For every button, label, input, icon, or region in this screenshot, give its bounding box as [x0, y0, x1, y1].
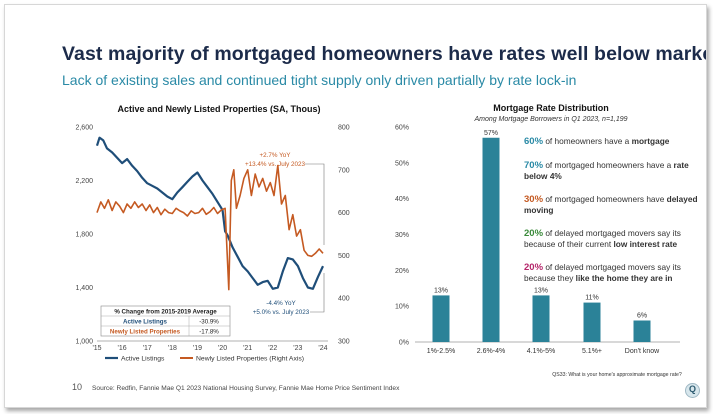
stat-percent: 20% — [524, 261, 544, 273]
x-tick-label: '22 — [268, 345, 277, 352]
y-right-tick-label: 400 — [338, 296, 350, 303]
stat-text: of delayed mortgaged movers say its beca… — [524, 261, 681, 284]
stat-emphasis: rate below 4% — [524, 159, 689, 182]
change-table-header: % Change from 2015-2019 Average — [114, 309, 217, 316]
stat-text: of mortgaged homeowners have a — [543, 159, 674, 170]
x-tick-label: '17 — [143, 345, 152, 352]
stat-item: 30% of mortgaged homeowners have delayed… — [524, 193, 706, 216]
change-table-row-value: -30.9% — [199, 319, 219, 326]
stat-percent: 70% — [524, 159, 544, 171]
stat-emphasis: mortgage — [631, 136, 670, 146]
x-tick-label: '20 — [218, 345, 227, 352]
slide-subtitle: Lack of existing sales and continued tig… — [62, 72, 577, 88]
stat-percent: 30% — [524, 193, 544, 205]
stat-text: of delayed mortgaged movers say its beca… — [524, 227, 681, 250]
source-note: Source: Redfin, Fannie Mae Q1 2023 Natio… — [92, 385, 400, 392]
slide-title: Vast majority of mortgaged homeowners ha… — [62, 43, 707, 65]
stat-emphasis: low interest rate — [613, 239, 678, 249]
x-tick-label: '21 — [243, 345, 252, 352]
x-tick-label: '16 — [118, 345, 127, 352]
stat-text: of mortgaged homeowners have — [543, 193, 667, 204]
line-chart-title: Active and Newly Listed Properties (SA, … — [117, 104, 320, 114]
y-right-tick-label: 600 — [338, 210, 350, 217]
y-right-tick-label: 700 — [338, 167, 350, 174]
stat-emphasis: like the home they are in — [575, 273, 673, 283]
x-tick-label: '19 — [193, 345, 202, 352]
slide: Vast majority of mortgaged homeowners ha… — [4, 4, 707, 408]
series-line — [96, 164, 324, 291]
annotation-leader — [305, 163, 325, 245]
footnote-mark: 10 — [72, 382, 83, 392]
change-table-row-label: Active Listings — [123, 319, 168, 326]
x-tick-label: '15 — [92, 345, 101, 352]
annotation-label: +5.0% vs. July 2023 — [253, 309, 310, 316]
listings-line-chart: Active and Newly Listed Properties (SA, … — [75, 104, 350, 363]
y-right-tick-label: 500 — [338, 253, 350, 260]
legend-label: Active Listings — [121, 356, 165, 363]
change-table — [100, 305, 231, 337]
stats-panel: 60% of homeowners have a mortgage 70% of … — [524, 136, 706, 296]
stat-percent: 60% — [524, 136, 544, 147]
change-table-row-label: Newly Listed Properties — [110, 329, 181, 336]
change-table-row-value: -17.8% — [199, 329, 219, 336]
legend-label: Newly Listed Properties (Right Axis) — [196, 356, 304, 363]
y-left-tick-label: 2,600 — [75, 125, 93, 132]
annotation-label: +13.4% vs. July 2023 — [245, 161, 306, 168]
stat-percent: 20% — [524, 227, 544, 239]
stat-text: of homeowners have a — [543, 136, 632, 146]
annotation-leader — [310, 273, 325, 313]
x-tick-label: '23 — [293, 345, 302, 352]
x-tick-label: '24 — [318, 345, 327, 352]
stat-item: 60% of homeowners have a mortgage — [524, 136, 706, 148]
y-left-tick-label: 1,800 — [75, 232, 93, 239]
series-line — [95, 136, 324, 290]
annotation-label: -4.4% YoY — [266, 300, 296, 307]
x-tick-label: '18 — [168, 345, 177, 352]
stat-item: 20% of delayed mortgaged movers say its … — [524, 261, 706, 284]
stat-item: 20% of delayed mortgaged movers say its … — [524, 227, 706, 250]
stat-item: 70% of mortgaged homeowners have a rate … — [524, 159, 706, 182]
y-right-tick-label: 800 — [338, 125, 350, 132]
stat-emphasis: delayed moving — [524, 193, 698, 216]
y-left-tick-label: 2,200 — [75, 178, 93, 185]
y-right-tick-label: 300 — [338, 339, 350, 346]
logo-icon: Q — [685, 383, 700, 398]
annotation-label: +2.7% YoY — [260, 152, 292, 159]
y-left-tick-label: 1,000 — [75, 339, 93, 346]
y-left-tick-label: 1,400 — [75, 285, 93, 292]
